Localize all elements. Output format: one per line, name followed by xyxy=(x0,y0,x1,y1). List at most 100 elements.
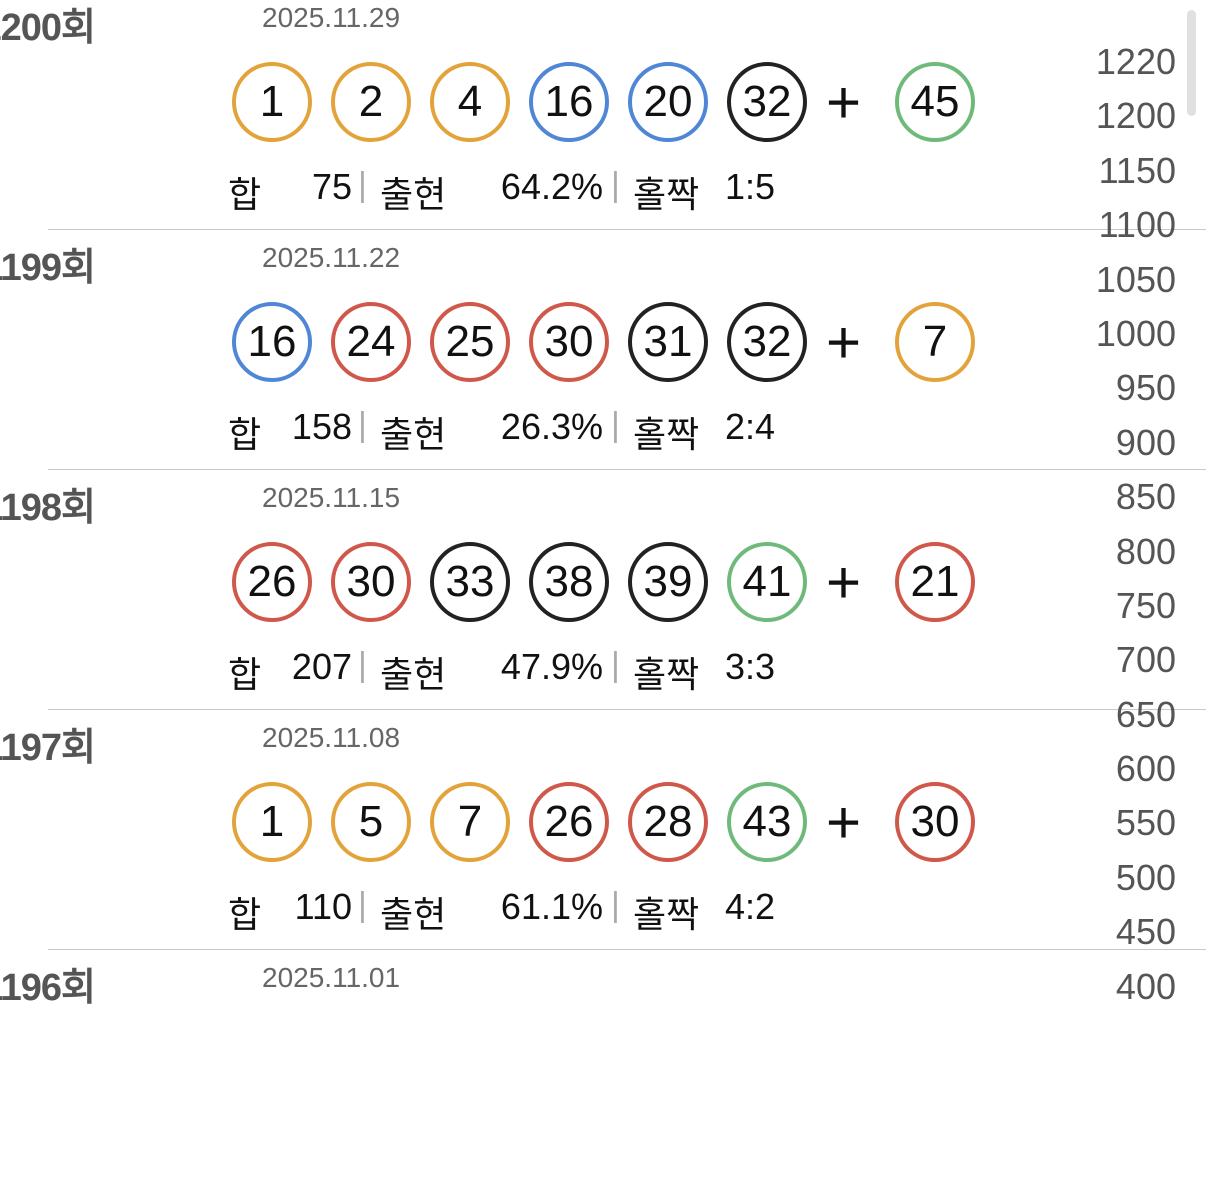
appearance-value: 61.1% xyxy=(500,886,603,927)
row-divider xyxy=(48,229,1206,230)
row-divider xyxy=(48,709,1206,710)
sum-value: 110 xyxy=(294,886,352,927)
sum-value: 158 xyxy=(291,406,352,447)
appearance-value: 64.2% xyxy=(500,166,603,207)
draw-date: 2025.11.08 xyxy=(262,722,401,753)
number-ball: 5 xyxy=(331,782,411,862)
odd-even-value: 1:5 xyxy=(725,166,776,207)
number-ball: 1 xyxy=(232,782,312,862)
plus-icon: + xyxy=(826,309,862,376)
divider-bar: | xyxy=(611,166,620,204)
number-ball: 38 xyxy=(529,542,609,622)
index-item[interactable]: 550 xyxy=(1115,802,1176,844)
index-item[interactable]: 1200 xyxy=(1095,95,1176,137)
round-title: 1197회 xyxy=(0,727,96,769)
sum-value: 75 xyxy=(311,166,352,207)
number-ball: 32 xyxy=(727,62,807,142)
appearance-label: 출현 xyxy=(380,894,447,935)
divider-bar: | xyxy=(358,886,367,924)
index-item[interactable]: 600 xyxy=(1115,748,1176,790)
plus-icon: + xyxy=(826,789,862,856)
bonus-ball: 7 xyxy=(895,302,975,382)
divider-bar: | xyxy=(611,886,620,924)
draw-row[interactable]: 1196회 2025.11.01 xyxy=(0,960,1080,1200)
number-ball: 26 xyxy=(529,782,609,862)
number-ball: 20 xyxy=(628,62,708,142)
odd-even-label: 홀짝 xyxy=(633,174,700,215)
number-ball: 7 xyxy=(430,782,510,862)
odd-even-value: 4:2 xyxy=(725,886,776,927)
appearance-value: 26.3% xyxy=(500,406,603,447)
index-item[interactable]: 850 xyxy=(1115,476,1176,518)
odd-even-label: 홀짝 xyxy=(633,894,700,935)
index-item[interactable]: 1000 xyxy=(1095,312,1176,354)
index-item[interactable]: 650 xyxy=(1115,693,1176,735)
row-divider xyxy=(48,469,1206,470)
index-item[interactable]: 450 xyxy=(1115,911,1176,953)
index-item[interactable]: 800 xyxy=(1115,530,1176,572)
appearance-label: 출현 xyxy=(380,174,447,215)
number-ball: 28 xyxy=(628,782,708,862)
bonus-ball: 45 xyxy=(895,62,975,142)
appearance-label: 출현 xyxy=(380,414,447,455)
draw-date: 2025.11.22 xyxy=(262,242,401,273)
number-ball: 31 xyxy=(628,302,708,382)
row-divider xyxy=(48,949,1206,950)
number-ball: 26 xyxy=(232,542,312,622)
number-ball: 43 xyxy=(727,782,807,862)
bonus-ball: 30 xyxy=(895,782,975,862)
scrollbar[interactable] xyxy=(1187,10,1196,116)
draw-date: 2025.11.15 xyxy=(262,482,401,513)
sum-label: 합 xyxy=(228,654,262,695)
round-index-scrubber[interactable]: 1220 1200 1150 1100 1050 1000 950 900 850 800 750 7… xyxy=(1066,40,1176,1019)
divider-bar: | xyxy=(611,406,620,444)
plus-icon: + xyxy=(826,69,862,136)
index-item[interactable]: 700 xyxy=(1115,639,1176,681)
number-ball: 30 xyxy=(331,542,411,622)
number-ball: 2 xyxy=(331,62,411,142)
index-item[interactable]: 900 xyxy=(1115,421,1176,463)
draw-date: 2025.11.01 xyxy=(262,962,401,993)
odd-even-label: 홀짝 xyxy=(633,654,700,695)
number-ball: 41 xyxy=(727,542,807,622)
index-item[interactable]: 1050 xyxy=(1095,258,1176,300)
bonus-ball: 21 xyxy=(895,542,975,622)
round-title: 1196회 xyxy=(0,967,96,1009)
divider-bar: | xyxy=(358,646,367,684)
index-item[interactable]: 1220 xyxy=(1095,41,1176,82)
number-ball: 33 xyxy=(430,542,510,622)
number-ball: 30 xyxy=(529,302,609,382)
sum-label: 합 xyxy=(228,174,262,215)
index-item[interactable]: 1100 xyxy=(1098,204,1176,246)
appearance-label: 출현 xyxy=(380,654,447,695)
sum-label: 합 xyxy=(228,414,262,455)
number-ball: 16 xyxy=(232,302,312,382)
divider-bar: | xyxy=(358,406,367,444)
number-ball: 24 xyxy=(331,302,411,382)
round-title: 1198회 xyxy=(0,487,96,529)
number-ball: 25 xyxy=(430,302,510,382)
index-item[interactable]: 1150 xyxy=(1098,149,1176,191)
number-ball: 32 xyxy=(727,302,807,382)
odd-even-value: 3:3 xyxy=(725,646,776,687)
appearance-value: 47.9% xyxy=(500,646,603,687)
divider-bar: | xyxy=(611,646,620,684)
index-item[interactable]: 750 xyxy=(1115,584,1176,626)
index-item[interactable]: 950 xyxy=(1115,367,1176,409)
sum-label: 합 xyxy=(228,894,262,935)
number-ball: 39 xyxy=(628,542,708,622)
sum-value: 207 xyxy=(291,646,352,687)
number-ball: 4 xyxy=(430,62,510,142)
round-title: 1199회 xyxy=(0,247,96,289)
odd-even-value: 2:4 xyxy=(725,406,776,447)
number-ball: 1 xyxy=(232,62,312,142)
odd-even-label: 홀짝 xyxy=(633,414,700,455)
divider-bar: | xyxy=(358,166,367,204)
plus-icon: + xyxy=(826,549,862,616)
number-ball: 16 xyxy=(529,62,609,142)
index-item[interactable]: 500 xyxy=(1115,856,1176,898)
